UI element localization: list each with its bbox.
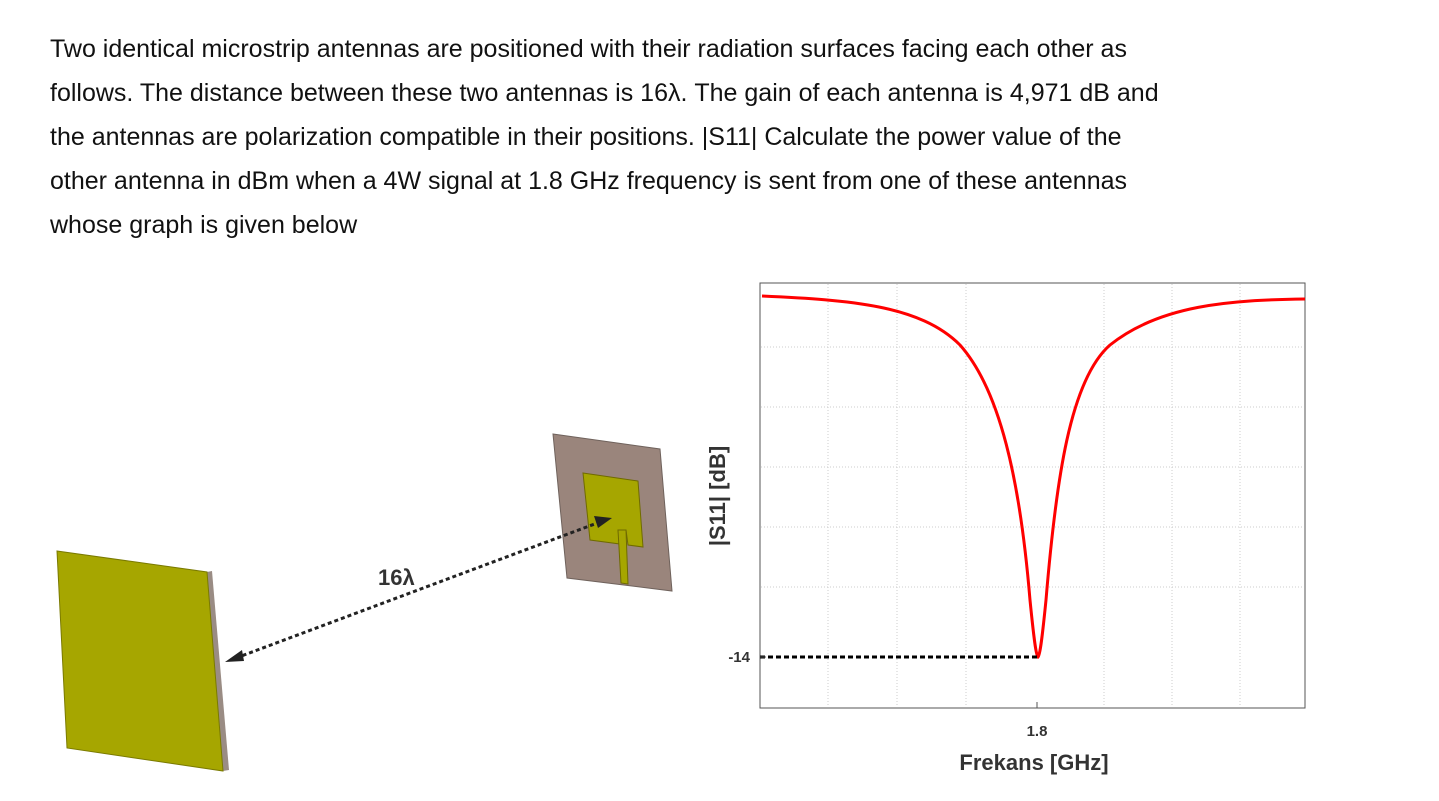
right-antenna xyxy=(552,433,673,592)
grid xyxy=(761,284,1304,707)
plot xyxy=(759,282,1306,709)
s11-curve xyxy=(761,294,1306,660)
question-line: the antennas are polarization compatible… xyxy=(50,123,1122,151)
left-antenna xyxy=(56,550,229,772)
distance-label: 16λ xyxy=(378,565,415,590)
question-line: other antenna in dBm when a 4W signal at… xyxy=(50,167,1127,195)
ticks: 1.8 -14 xyxy=(728,649,1047,740)
x-axis-label: Frekans [GHz] xyxy=(959,750,1108,775)
question: Two identical microstrip antennas are po… xyxy=(49,35,1159,239)
y-axis-label: |S11| [dB] xyxy=(705,446,730,546)
question-line: whose graph is given below xyxy=(49,211,358,239)
question-line: Two identical microstrip antennas are po… xyxy=(50,35,1127,63)
question-line: follows. The distance between these two … xyxy=(50,79,1159,107)
y-tick-label: -14 xyxy=(728,649,750,666)
distance-arrow xyxy=(225,516,612,662)
x-tick-label: 1.8 xyxy=(1027,723,1048,740)
